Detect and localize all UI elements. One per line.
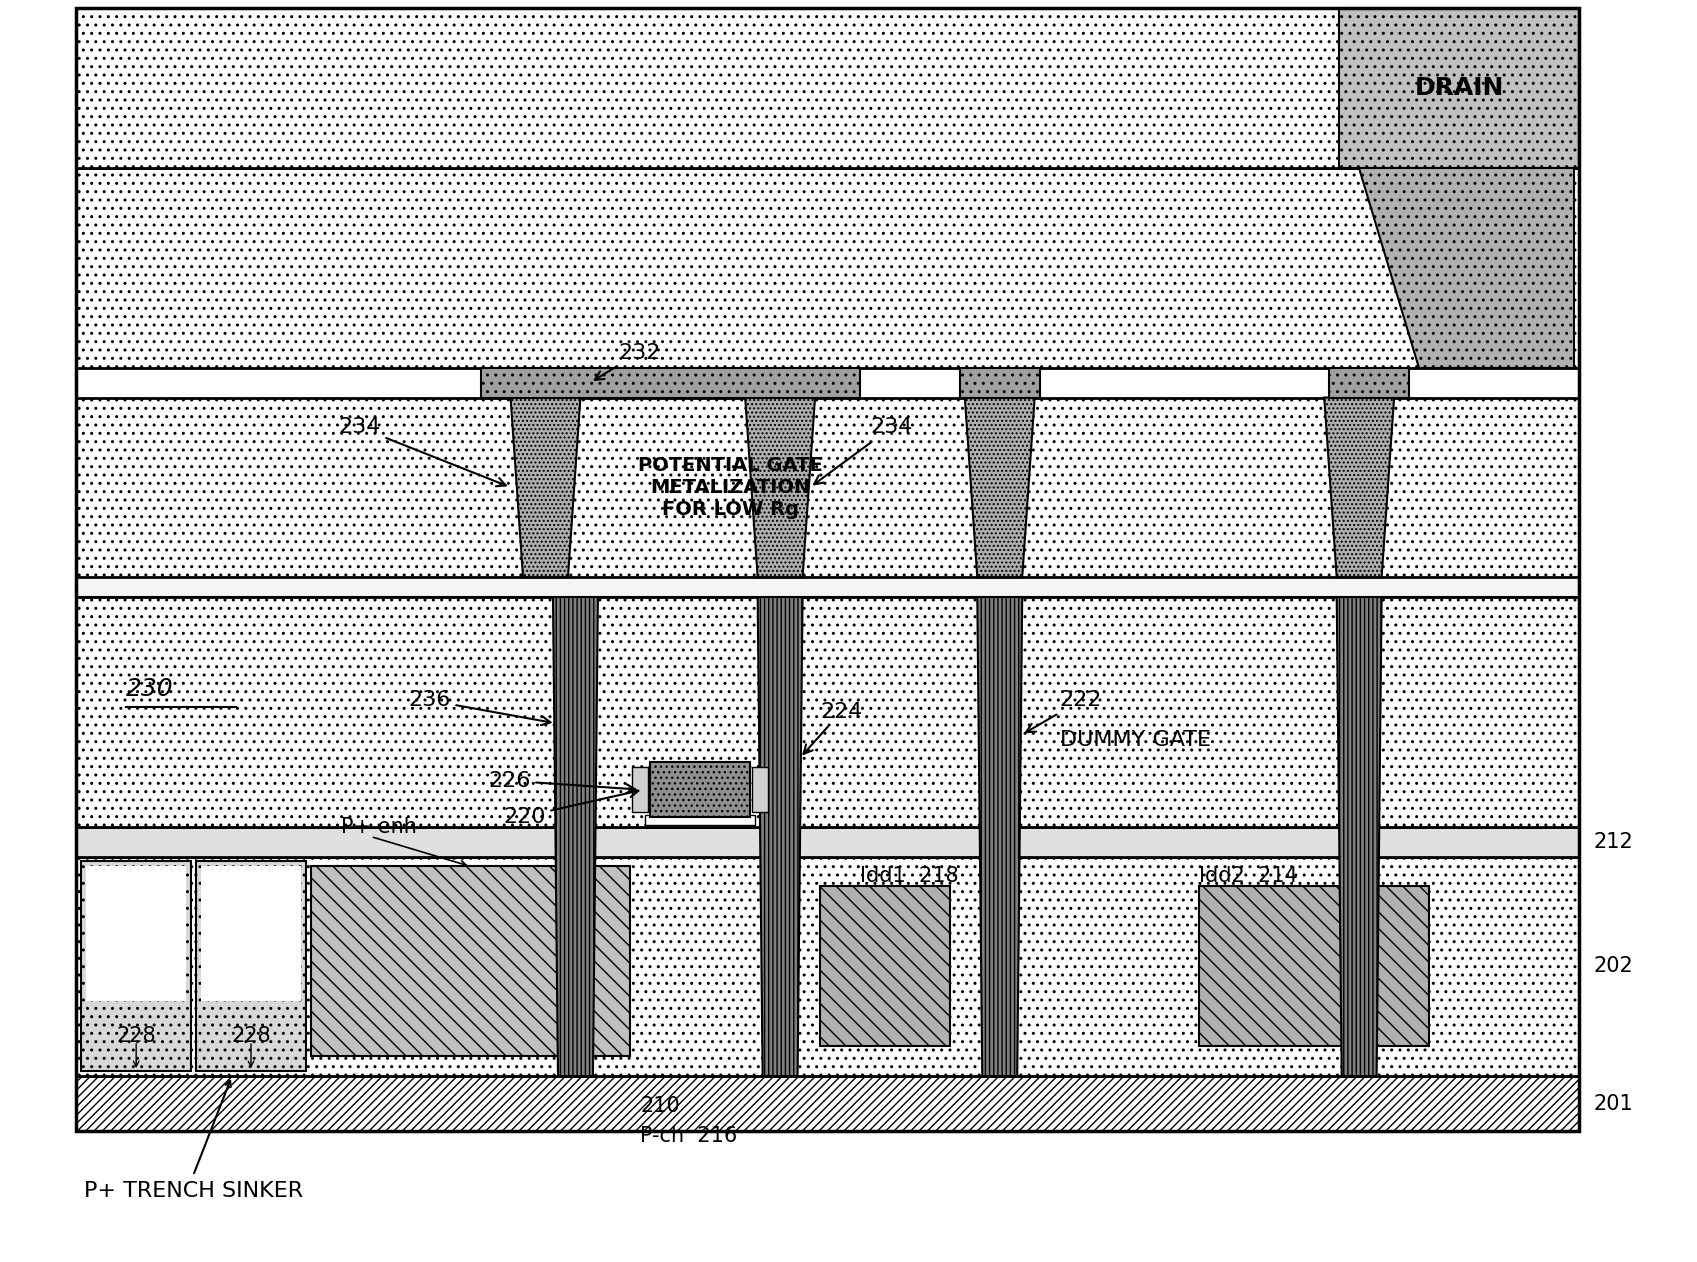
Bar	[752, 767, 769, 811]
Text: Idd2  214: Idd2 214	[1200, 867, 1298, 886]
Bar	[480, 367, 860, 398]
Text: P+ TRENCH SINKER: P+ TRENCH SINKER	[83, 1181, 302, 1200]
Text: POTENTIAL GATE
METALIZATION
FOR LOW Rg: POTENTIAL GATE METALIZATION FOR LOW Rg	[638, 456, 823, 519]
Bar	[311, 867, 630, 1056]
Polygon shape	[966, 398, 1035, 577]
Text: 224: 224	[803, 702, 862, 753]
Text: 222: 222	[1027, 690, 1101, 732]
Bar	[633, 767, 648, 811]
Bar	[76, 9, 1578, 168]
Bar	[1200, 886, 1429, 1046]
Text: DRAIN: DRAIN	[1414, 76, 1504, 100]
Text: 228: 228	[117, 1026, 156, 1046]
Text: P-ch  216: P-ch 216	[640, 1126, 738, 1146]
Bar	[645, 814, 755, 824]
Bar	[76, 1076, 1578, 1131]
Bar	[76, 857, 1578, 1076]
Bar	[76, 597, 1578, 827]
Text: 226: 226	[489, 771, 635, 793]
Bar	[76, 577, 1578, 597]
Text: 236: 236	[409, 690, 550, 726]
Text: Idd1  218: Idd1 218	[860, 867, 959, 886]
Text: 212: 212	[1593, 832, 1634, 852]
Text: 228: 228	[231, 1026, 272, 1046]
Bar	[81, 862, 192, 1071]
Bar	[1329, 367, 1409, 398]
Bar	[650, 762, 750, 817]
Text: 230: 230	[126, 676, 173, 700]
Bar	[76, 9, 1578, 1131]
Text: DUMMY GATE: DUMMY GATE	[1059, 731, 1210, 751]
Text: 234: 234	[815, 418, 913, 485]
Bar	[197, 862, 305, 1071]
Bar	[961, 367, 1040, 398]
Polygon shape	[1324, 398, 1395, 577]
Bar	[76, 398, 1578, 577]
Bar	[200, 867, 300, 1001]
Bar	[76, 827, 1578, 857]
Polygon shape	[1337, 597, 1381, 1076]
Text: 232: 232	[594, 342, 660, 380]
Polygon shape	[1359, 168, 1573, 367]
Text: P+ enh: P+ enh	[341, 817, 417, 837]
Bar	[820, 886, 950, 1046]
Polygon shape	[553, 597, 597, 1076]
Bar	[1339, 9, 1578, 168]
Text: 202: 202	[1593, 957, 1634, 977]
Text: 234: 234	[338, 418, 506, 486]
Polygon shape	[977, 597, 1022, 1076]
Text: 220: 220	[502, 789, 638, 827]
Bar	[87, 867, 187, 1001]
Text: 210: 210	[640, 1095, 680, 1116]
Bar	[76, 168, 1578, 367]
Text: 201: 201	[1593, 1094, 1634, 1114]
Polygon shape	[757, 597, 803, 1076]
Polygon shape	[511, 398, 580, 577]
Polygon shape	[745, 398, 815, 577]
